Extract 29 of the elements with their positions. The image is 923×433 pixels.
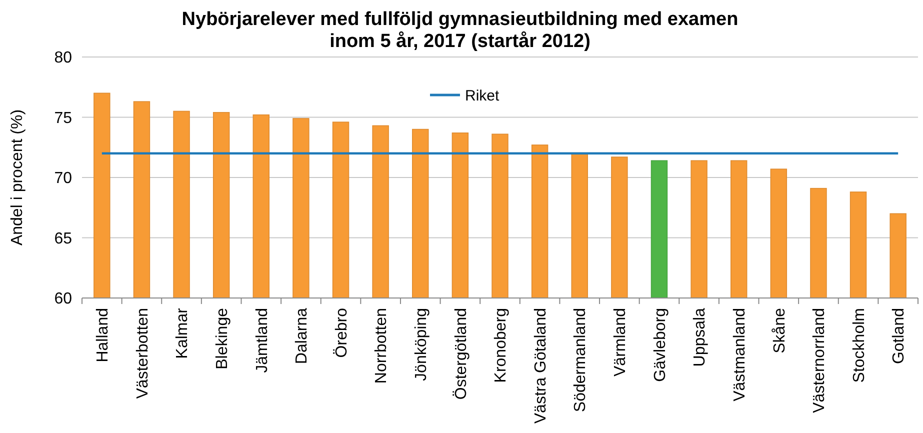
x-tick-label: Jämtland <box>254 308 271 373</box>
x-tick-label: Västernorrland <box>811 308 828 413</box>
x-tick-label: Uppsala <box>692 308 709 367</box>
x-tick-label: Östergötland <box>452 308 470 400</box>
x-tick-label: Blekinge <box>214 308 231 370</box>
x-tick-label: Gävleborg <box>652 308 669 382</box>
y-tick-label: 70 <box>54 170 72 188</box>
x-tick-label: Norrbotten <box>373 308 390 384</box>
y-axis-title: Andel i procent (%) <box>9 109 26 246</box>
y-tick-label: 80 <box>54 50 72 67</box>
y-tick-label: 60 <box>54 290 72 308</box>
x-tick-label: Dalarna <box>294 308 311 364</box>
x-tick-label: Västra Götaland <box>532 308 550 424</box>
x-tick-label: Västerbotten <box>134 308 152 399</box>
x-tick-label: Västmanland <box>731 308 748 402</box>
x-tick-label: Södermanland <box>572 308 590 412</box>
chart-title: Nybörjarelever med fullföljd gymnasieutbildning med examen inom 5 år, 2017 (startår 2012) <box>182 9 738 52</box>
x-tick-label: Kalmar <box>174 307 192 359</box>
y-tick-label: 65 <box>54 230 72 248</box>
x-tick-label: Halland <box>94 308 112 362</box>
x-tick-label: Jönköping <box>412 308 430 381</box>
x-tick-label: Örebro <box>332 308 350 358</box>
y-tick-label: 75 <box>54 110 72 127</box>
x-tick-label: Skåne <box>771 308 788 354</box>
x-tick-label: Gotland <box>890 308 908 364</box>
x-tick-label: Kronoberg <box>492 308 510 383</box>
legend-label: Riket <box>465 87 500 104</box>
x-tick-label: Stockholm <box>850 308 868 383</box>
x-tick-label: Värmland <box>612 308 630 376</box>
